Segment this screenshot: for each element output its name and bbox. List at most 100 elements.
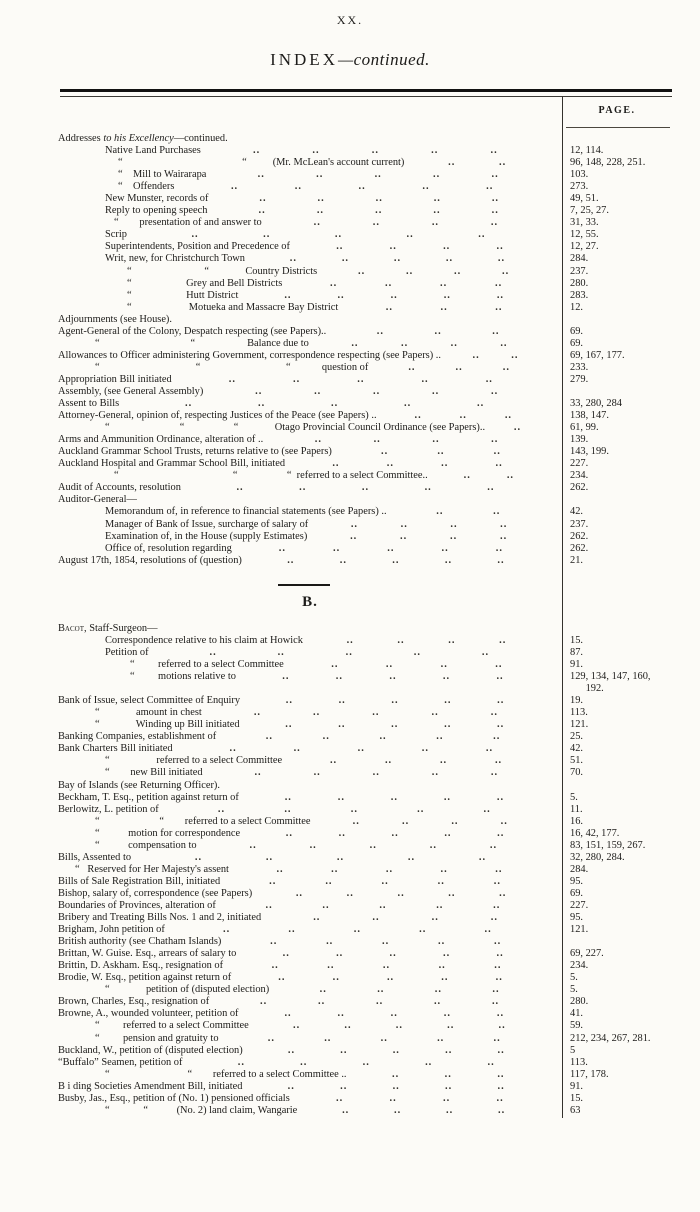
entry-pages: 284. — [570, 863, 589, 875]
leader-dots: .... — [463, 470, 515, 482]
leader-dots: .......... — [292, 1020, 506, 1032]
index-row: “ Winding up Bill initiated.......... 121… — [58, 719, 672, 731]
entry-text: Writ, new, for Christchurch Town — [105, 253, 245, 265]
index-row: Allowances to Officer administering Gove… — [58, 350, 672, 362]
entry-text: Petition of — [105, 647, 149, 659]
entry-pages: 69. — [570, 887, 583, 899]
leader-dots: .......... — [285, 719, 505, 731]
leader-dots: .......... — [222, 924, 492, 936]
top-double-rule — [60, 89, 672, 97]
index-row: Bay of Islands (see Returning Officer). — [58, 780, 672, 792]
entry-pages: 262. — [570, 482, 589, 494]
entry-pages: 91. — [570, 659, 583, 671]
entry-text: New Munster, records of — [105, 193, 209, 205]
leader-dots: .......... — [258, 205, 499, 217]
entry-text: Memorandum of, in reference to financial… — [105, 506, 387, 518]
entry-pages: 11. — [570, 803, 583, 815]
entry-text: August 17th, 1854, resolutions of (quest… — [58, 554, 242, 566]
entry-text: Assembly, (see General Assembly) — [58, 385, 204, 397]
leader-dots: ........ — [314, 434, 499, 446]
entry-text: Auckland Hospital and Grammar School Bil… — [58, 458, 286, 470]
entry-pages: 32, 280, 284. — [570, 851, 625, 863]
entry-pages: 5. — [570, 791, 578, 803]
index-row: Berlowitz, L. petition of.......... 11. — [58, 804, 672, 816]
entry-pages: 227. — [570, 458, 589, 470]
entry-text: Brodie, W. Esq., petition against return… — [58, 972, 232, 984]
index-row: Auckland Hospital and Grammar School Bil… — [58, 458, 672, 470]
index-row: “ “ Balance due to........ 69. — [58, 338, 672, 350]
leader-dots: .......... — [265, 731, 501, 743]
leader-dots: ........ — [358, 265, 510, 277]
column-divider-line — [562, 96, 563, 1118]
leader-dots: ........ — [346, 635, 507, 647]
page-title: INDEX—continued. — [0, 50, 700, 70]
entry-pages: 33, 280, 284 — [570, 398, 622, 410]
entry-pages: 262. — [570, 542, 589, 554]
leader-dots: .......... — [236, 482, 495, 494]
leader-dots: .......... — [229, 743, 494, 755]
entry-text: Buckland, W., petition of (disputed elec… — [58, 1044, 243, 1056]
leader-dots: .......... — [191, 229, 486, 241]
leader-dots: ...... — [408, 361, 510, 373]
leader-dots: .......... — [285, 827, 505, 839]
index-row: “ “ referred to a select Committee .....… — [58, 1069, 672, 1081]
entry-pages: 63 — [570, 1104, 581, 1116]
entry-text: Native Land Purchases — [105, 145, 201, 157]
entry-pages: 21. — [570, 554, 583, 566]
leader-dots: .......... — [285, 695, 505, 707]
index-row: Bribery and Treating Bills Nos. 1 and 2,… — [58, 912, 672, 924]
entry-text: Reply to opening speech — [105, 205, 208, 217]
entry-text: “ Offenders — [118, 181, 175, 193]
entry-text: Auckland Grammar School Trusts, returns … — [58, 446, 332, 458]
index-row: Brittan, W. Guise. Esq., arrears of sala… — [58, 948, 672, 960]
leader-dots: .......... — [270, 936, 502, 948]
entry-text: B i ding Societies Amendment Bill, initi… — [58, 1080, 243, 1092]
index-row: Assembly, (see General Assembly)........… — [58, 386, 672, 398]
index-row: Beckham, T. Esq., petition against retur… — [58, 792, 672, 804]
section-b-heading: B. — [302, 594, 318, 610]
leader-dots: .......... — [254, 767, 499, 779]
entry-text: Examination of, in the House (supply Est… — [105, 530, 308, 542]
entry-text: “ compensation to — [95, 839, 197, 851]
index-row: Assent to Bills.......... 33, 280, 284 — [58, 398, 672, 410]
page-column-header: PAGE. — [598, 105, 636, 116]
entry-pages: 95. — [570, 912, 583, 924]
index-row: August 17th, 1854, resolutions of (quest… — [58, 555, 672, 567]
entry-pages: 83, 151, 159, 267. — [570, 839, 646, 851]
index-row: Writ, new, for Christchurch Town........… — [58, 253, 672, 265]
section-b-rows: Bacot, Staff-Surgeon— Correspondence rela… — [58, 623, 672, 1117]
entry-pages: 121. — [570, 719, 589, 731]
entry-text: “ “ referred to a select Committee — [95, 815, 311, 827]
entry-text: Bacot, Staff-Surgeon— — [58, 623, 158, 634]
leader-dots: .... — [436, 506, 501, 518]
leader-dots: .......... — [252, 145, 498, 157]
entry-pages: 41. — [570, 1008, 583, 1020]
entry-text: “ pension and gratuity to — [95, 1032, 219, 1044]
index-row: Boundaries of Provinces, alteration of..… — [58, 900, 672, 912]
entry-text: Beckham, T. Esq., petition against retur… — [58, 791, 239, 803]
entry-pages: 103. — [570, 169, 589, 181]
leader-dots: ........ — [329, 755, 503, 767]
entry-text: “ new Bill initiated — [105, 767, 203, 779]
entry-pages: 280. — [570, 996, 589, 1008]
entry-text: Browne, A., wounded volunteer, petition … — [58, 1008, 239, 1020]
leader-dots: .......... — [228, 373, 493, 385]
entry-text: “ “ (Mr. McLean's account current) — [118, 157, 405, 169]
index-row: Adjournments (see House). — [58, 314, 672, 326]
entry-pages: 16. — [570, 815, 583, 827]
entry-pages: 16, 42, 177. — [570, 827, 620, 839]
index-row: “ “ “ Otago Provincial Council Ordinance… — [58, 422, 672, 434]
entry-pages: 19. — [570, 695, 583, 707]
entry-pages: 15. — [570, 635, 583, 647]
leader-dots: ........ — [331, 659, 503, 671]
entry-pages: 5. — [570, 984, 578, 996]
entry-text: Banking Companies, establishment of — [58, 731, 217, 743]
entry-pages: 117, 178. — [570, 1068, 609, 1080]
entry-text: “ referred to a select Committee — [130, 659, 284, 671]
index-row: Banking Companies, establishment of.....… — [58, 731, 672, 743]
leader-dots: .......... — [276, 863, 503, 875]
index-row: “ referred to a select Committee........… — [58, 755, 672, 767]
entry-pages: 233. — [570, 361, 589, 373]
entry-pages: 273. — [570, 181, 589, 193]
index-row: Petition of.......... 87. — [58, 647, 672, 659]
